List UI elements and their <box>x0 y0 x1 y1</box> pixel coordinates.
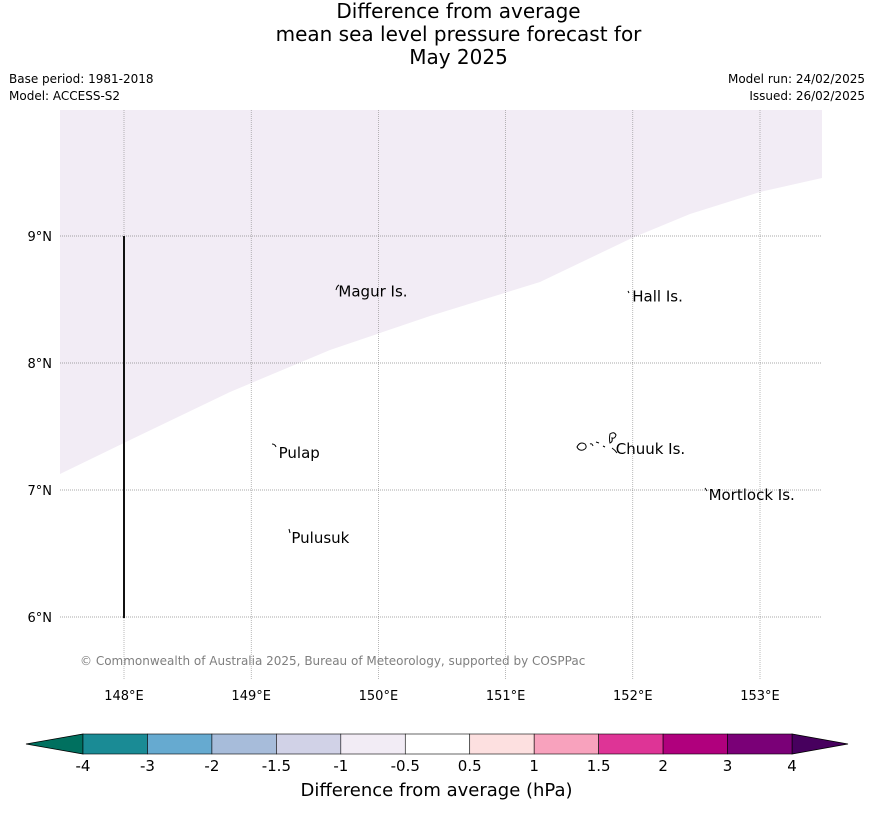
colorbar-tick-label: 4 <box>787 757 797 775</box>
colorbar-tick-label: -0.5 <box>391 757 420 775</box>
colorbar-segment <box>533 733 599 755</box>
model-info-right: Model run: 24/02/2025 Issued: 26/02/2025 <box>728 71 865 105</box>
pulap-island-shape <box>271 443 277 448</box>
mortlock-island-shape <box>704 487 708 492</box>
longitude-tick-label: 153°E <box>740 689 780 704</box>
place-label: Pulusuk <box>291 529 349 547</box>
colorbar-segment <box>211 733 277 755</box>
title-line-1: Difference from average <box>336 0 581 23</box>
pressure-anomaly-shading <box>60 110 822 474</box>
colorbar-segment <box>82 733 148 755</box>
colorbar-segment <box>469 733 535 755</box>
colorbar-segment <box>662 733 728 755</box>
model-run-text: Model run: 24/02/2025 <box>727 72 865 86</box>
place-label: Magur Is. <box>338 283 407 301</box>
colorbar-segment <box>276 733 342 755</box>
longitude-tick-label: 148°E <box>104 689 144 704</box>
map-area: 148°E 149°E 150°E 151°E 152°E 153°E 6°N 7°N 8°N 9… <box>28 110 822 704</box>
colorbar-tick-label: 2 <box>658 757 668 775</box>
chart-title: Difference from average mean sea level p… <box>0 0 873 69</box>
chuuk-lagoon-shape <box>576 432 618 454</box>
issued-text: Issued: 26/02/2025 <box>749 89 865 103</box>
colorbar-tick-label: -3 <box>140 757 155 775</box>
place-label: Mortlock Is. <box>709 486 795 504</box>
latitude-tick-label: 7°N <box>28 484 53 499</box>
place-label: Hall Is. <box>632 288 683 306</box>
longitude-tick-label: 151°E <box>486 689 526 704</box>
longitude-tick-label: 149°E <box>231 689 271 704</box>
latitude-tick-label: 9°N <box>28 230 53 245</box>
title-line-3: May 2025 <box>409 45 508 69</box>
magur-island-shape <box>335 284 340 291</box>
base-period-text: Base period: 1981-2018 <box>9 72 154 86</box>
model-text: Model: ACCESS-S2 <box>9 89 121 103</box>
colorbar-tick-label: 0.5 <box>458 757 482 775</box>
latitude-tick-label: 6°N <box>28 611 53 626</box>
colorbar-segment <box>340 733 406 755</box>
latitude-tick-label: 8°N <box>28 357 53 372</box>
axis-tick-labels: 148°E 149°E 150°E 151°E 152°E 153°E 6°N 7°N 8°N 9… <box>28 230 780 704</box>
colorbar-under-arrow <box>25 733 84 755</box>
copyright-text: © Commonwealth of Australia 2025, Bureau… <box>80 654 585 668</box>
longitude-tick-label: 152°E <box>613 689 653 704</box>
colorbar-tick-label: -4 <box>76 757 91 775</box>
colorbar-tick-label: 1 <box>529 757 539 775</box>
longitude-tick-label: 150°E <box>359 689 399 704</box>
place-labels: Magur Is. Hall Is. Pulap Chuuk Is. Mortlock … <box>279 283 795 547</box>
colorbar-over-arrow <box>791 733 849 755</box>
colorbar: -4 -3 -2 -1.5 -1 -0.5 0.5 1 1.5 2 3 4 <box>25 733 849 775</box>
colorbar-tick-label: 3 <box>723 757 733 775</box>
colorbar-label: Difference from average (hPa) <box>300 780 573 801</box>
title-line-2: mean sea level pressure forecast for <box>275 22 642 46</box>
place-label: Chuuk Is. <box>616 440 685 458</box>
colorbar-segment <box>404 733 471 755</box>
island-outlines <box>271 284 708 534</box>
colorbar-tick-label: -1 <box>333 757 348 775</box>
colorbar-segment <box>727 733 793 755</box>
pulusuk-island-shape <box>288 528 291 534</box>
colorbar-tick-label: -2 <box>204 757 219 775</box>
colorbar-tick-label: -1.5 <box>262 757 291 775</box>
colorbar-segment <box>147 733 213 755</box>
colorbar-tick-label: 1.5 <box>587 757 611 775</box>
place-label: Pulap <box>279 444 320 462</box>
model-info-left: Base period: 1981-2018 Model: ACCESS-S2 <box>9 71 154 105</box>
hall-island-shape <box>627 290 630 294</box>
colorbar-segment <box>598 733 664 755</box>
